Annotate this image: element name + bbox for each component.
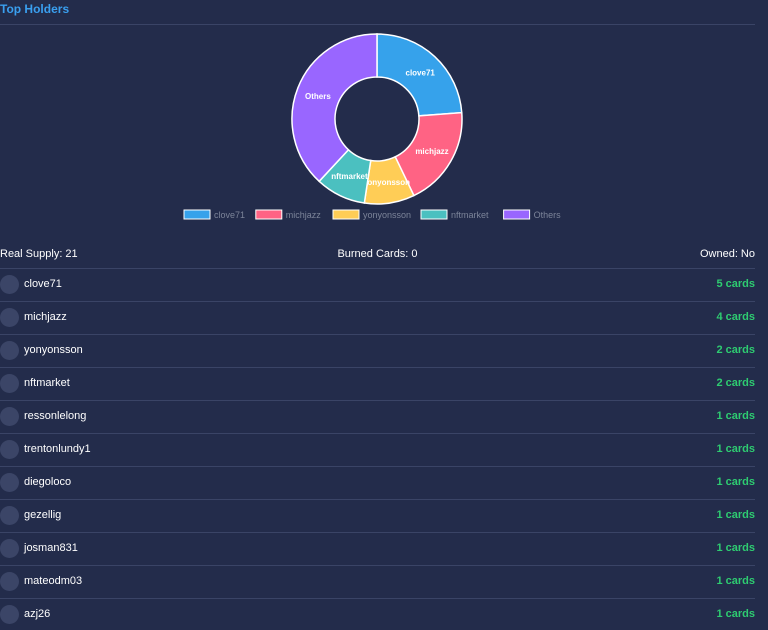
slice-label-yonyonsson: yonyonsson bbox=[363, 178, 410, 187]
burned-cards-stat: Burned Cards: 0 bbox=[337, 248, 418, 260]
holder-name[interactable]: trentonlundy1 bbox=[24, 443, 91, 455]
holder-row[interactable]: michjazz 4 cards bbox=[0, 302, 755, 335]
slice-label-clove71: clove71 bbox=[406, 68, 436, 77]
avatar bbox=[0, 407, 19, 426]
holder-name[interactable]: gezellig bbox=[24, 509, 62, 521]
holder-row[interactable]: azj26 1 cards bbox=[0, 599, 755, 630]
avatar bbox=[0, 605, 19, 624]
legend-label-clove71: clove71 bbox=[214, 210, 245, 220]
panel-title: Top Holders bbox=[0, 2, 70, 16]
holder-row[interactable]: yonyonsson 2 cards bbox=[0, 335, 755, 368]
legend-swatch-others bbox=[503, 209, 531, 220]
legend-label-michjazz: michjazz bbox=[286, 210, 322, 220]
legend-label-yonyonsson: yonyonsson bbox=[363, 210, 411, 220]
holder-name[interactable]: clove71 bbox=[24, 278, 62, 290]
holder-card-count: 2 cards bbox=[716, 344, 755, 356]
supply-stats-bar: Real Supply: 21 Burned Cards: 0 Owned: N… bbox=[0, 240, 755, 269]
avatar bbox=[0, 374, 19, 393]
holder-card-count: 5 cards bbox=[716, 278, 755, 290]
holder-card-count: 1 cards bbox=[716, 509, 755, 521]
avatar bbox=[0, 572, 19, 591]
legend-swatch-michjazz bbox=[255, 209, 283, 220]
holder-card-count: 4 cards bbox=[716, 311, 755, 323]
avatar bbox=[0, 341, 19, 360]
holder-card-count: 1 cards bbox=[716, 410, 755, 422]
holder-card-count: 1 cards bbox=[716, 608, 755, 620]
slice-others[interactable] bbox=[291, 33, 378, 183]
holders-list: clove71 5 cards michjazz 4 cards yonyons… bbox=[0, 269, 755, 630]
holder-card-count: 1 cards bbox=[716, 542, 755, 554]
slice-label-others: Others bbox=[305, 92, 331, 101]
slice-label-nftmarket: nftmarket bbox=[331, 172, 368, 181]
holder-name[interactable]: yonyonsson bbox=[24, 344, 83, 356]
holder-row[interactable]: gezellig 1 cards bbox=[0, 500, 755, 533]
avatar bbox=[0, 539, 19, 558]
avatar bbox=[0, 506, 19, 525]
holder-row[interactable]: josman831 1 cards bbox=[0, 533, 755, 566]
holder-row[interactable]: clove71 5 cards bbox=[0, 269, 755, 302]
holder-card-count: 2 cards bbox=[716, 377, 755, 389]
legend-item-clove71[interactable]: clove71 bbox=[183, 209, 245, 220]
legend-swatch-nftmarket bbox=[420, 209, 448, 220]
holder-row[interactable]: ressonlelong 1 cards bbox=[0, 401, 755, 434]
holders-donut-chart: clove71 michjazz yonyonsson nftmarket Others… bbox=[0, 25, 755, 230]
legend-item-yonyonsson[interactable]: yonyonsson bbox=[332, 209, 411, 220]
panel-header: Top Holders bbox=[0, 0, 755, 25]
legend-swatch-yonyonsson bbox=[332, 209, 360, 220]
legend-item-others[interactable]: Others bbox=[503, 209, 562, 220]
holder-card-count: 1 cards bbox=[716, 443, 755, 455]
avatar bbox=[0, 440, 19, 459]
holder-name[interactable]: mateodm03 bbox=[24, 575, 83, 587]
holder-name[interactable]: ressonlelong bbox=[24, 410, 87, 422]
legend-swatch-clove71 bbox=[183, 209, 211, 220]
holder-row[interactable]: nftmarket 2 cards bbox=[0, 368, 755, 401]
holder-name[interactable]: michjazz bbox=[24, 311, 67, 323]
avatar bbox=[0, 275, 19, 294]
holder-row[interactable]: trentonlundy1 1 cards bbox=[0, 434, 755, 467]
real-supply-stat: Real Supply: 21 bbox=[0, 248, 78, 260]
holder-row[interactable]: diegoloco 1 cards bbox=[0, 467, 755, 500]
legend-item-michjazz[interactable]: michjazz bbox=[255, 209, 322, 220]
holder-row[interactable]: mateodm03 1 cards bbox=[0, 566, 755, 599]
avatar bbox=[0, 308, 19, 327]
slice-label-michjazz: michjazz bbox=[415, 147, 448, 156]
avatar bbox=[0, 473, 19, 492]
holder-name[interactable]: azj26 bbox=[24, 608, 51, 620]
legend-label-others: Others bbox=[534, 210, 562, 220]
holder-card-count: 1 cards bbox=[716, 575, 755, 587]
slice-clove71[interactable] bbox=[376, 33, 463, 117]
legend-label-nftmarket: nftmarket bbox=[451, 210, 489, 220]
holder-card-count: 1 cards bbox=[716, 476, 755, 488]
holder-name[interactable]: nftmarket bbox=[24, 377, 70, 389]
holder-name[interactable]: diegoloco bbox=[24, 476, 72, 488]
donut-chart-svg: clove71michjazzyonyonssonnftmarketOthers… bbox=[183, 33, 562, 220]
legend-item-nftmarket[interactable]: nftmarket bbox=[420, 209, 489, 220]
holder-name[interactable]: josman831 bbox=[24, 542, 78, 554]
owned-stat: Owned: No bbox=[699, 248, 755, 260]
